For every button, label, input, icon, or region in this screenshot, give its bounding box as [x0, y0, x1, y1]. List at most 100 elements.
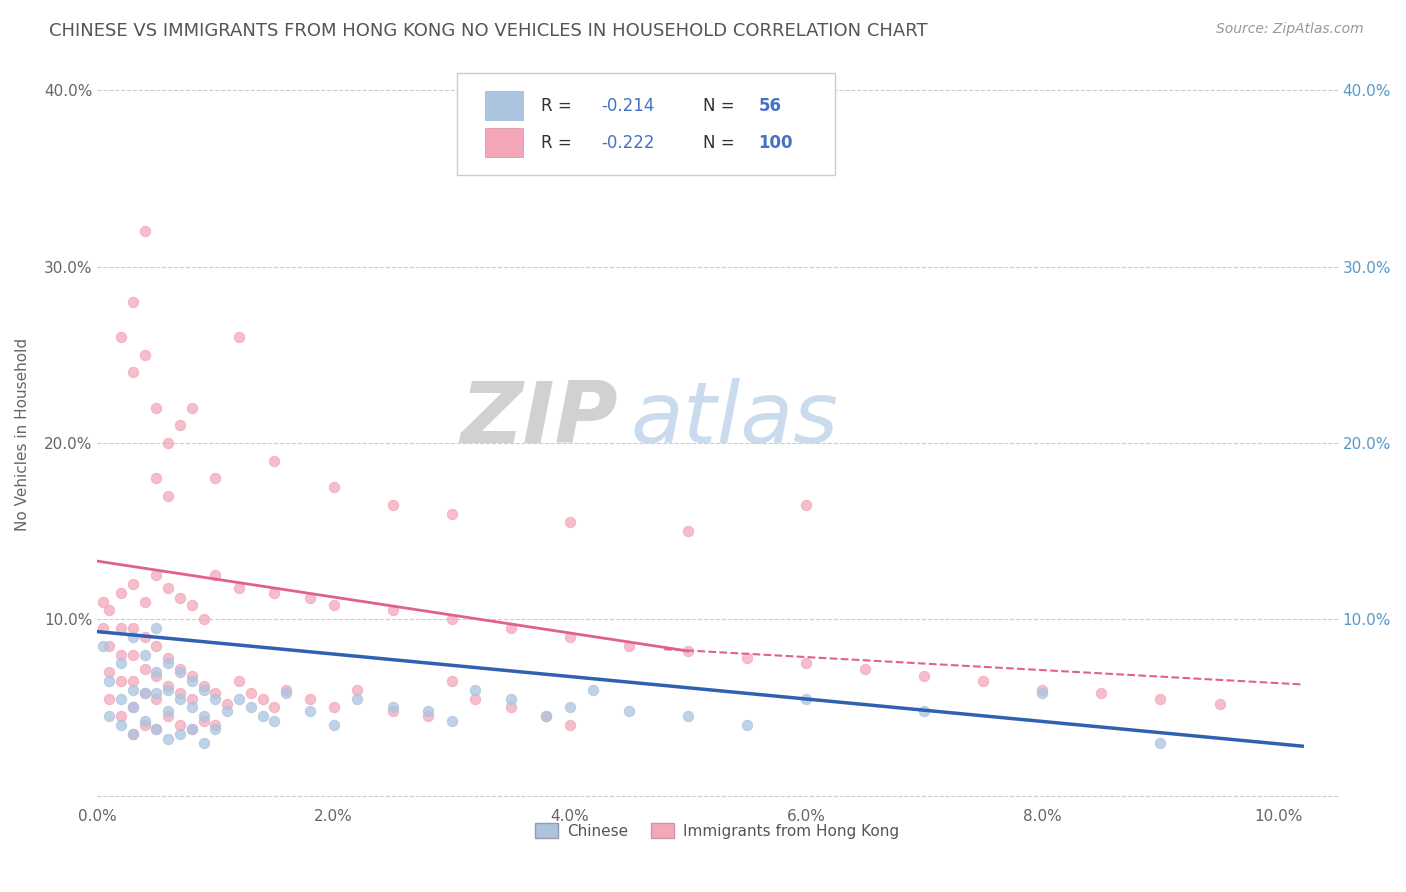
Point [98, 665, 121, 680]
Point [322, 700, 344, 714]
Text: Source: ZipAtlas.com: Source: ZipAtlas.com [1216, 22, 1364, 37]
Point [204, 471, 226, 485]
Point [98, 603, 121, 617]
Point [145, 686, 167, 700]
Point [1149, 736, 1171, 750]
FancyBboxPatch shape [485, 92, 523, 120]
Point [121, 700, 143, 714]
Point [298, 704, 321, 718]
Point [1031, 686, 1053, 700]
Point [228, 691, 250, 706]
Point [169, 591, 191, 606]
Point [735, 718, 758, 732]
Point [145, 722, 167, 736]
Point [263, 700, 285, 714]
Point [440, 673, 463, 688]
Text: atlas: atlas [631, 378, 838, 461]
Point [157, 682, 180, 697]
Point [134, 348, 156, 362]
Point [121, 295, 143, 310]
Point [157, 489, 180, 503]
Text: ZIP: ZIP [461, 378, 619, 461]
Point [134, 718, 156, 732]
Point [617, 704, 640, 718]
Point [91, 594, 114, 608]
FancyBboxPatch shape [457, 73, 835, 175]
Point [157, 732, 180, 747]
Point [180, 668, 202, 682]
Point [145, 568, 167, 582]
Point [204, 722, 226, 736]
Point [98, 673, 121, 688]
Point [263, 714, 285, 729]
Point [121, 630, 143, 644]
Point [121, 577, 143, 591]
Point [912, 668, 935, 682]
Point [193, 714, 215, 729]
Point [121, 727, 143, 741]
Point [298, 691, 321, 706]
Point [110, 718, 132, 732]
Point [676, 709, 699, 723]
Point [499, 700, 522, 714]
Point [157, 679, 180, 693]
Point [169, 665, 191, 680]
Point [239, 686, 262, 700]
Point [217, 704, 239, 718]
Point [534, 709, 557, 723]
Point [558, 630, 581, 644]
Text: -0.222: -0.222 [600, 134, 654, 152]
Point [416, 709, 439, 723]
Point [204, 718, 226, 732]
Point [169, 662, 191, 676]
Point [169, 727, 191, 741]
Point [98, 709, 121, 723]
FancyBboxPatch shape [485, 128, 523, 157]
Point [853, 662, 876, 676]
Point [972, 673, 994, 688]
Point [735, 651, 758, 665]
Point [145, 471, 167, 485]
Text: 100: 100 [758, 134, 793, 152]
Text: 56: 56 [758, 96, 782, 114]
Point [145, 691, 167, 706]
Point [180, 401, 202, 415]
Point [145, 665, 167, 680]
Point [121, 366, 143, 380]
Point [134, 225, 156, 239]
Point [464, 682, 486, 697]
Point [180, 722, 202, 736]
Point [169, 686, 191, 700]
Point [169, 418, 191, 433]
Point [91, 621, 114, 635]
Point [169, 718, 191, 732]
Point [582, 682, 605, 697]
Point [794, 691, 817, 706]
Point [157, 581, 180, 595]
Point [180, 673, 202, 688]
Point [110, 330, 132, 344]
Point [134, 686, 156, 700]
Point [617, 639, 640, 653]
Text: N =: N = [703, 96, 740, 114]
Point [534, 709, 557, 723]
Point [121, 673, 143, 688]
Point [180, 722, 202, 736]
Point [1090, 686, 1112, 700]
Point [157, 704, 180, 718]
Point [145, 722, 167, 736]
Point [263, 586, 285, 600]
Point [110, 586, 132, 600]
Point [252, 709, 274, 723]
Point [134, 630, 156, 644]
Point [228, 581, 250, 595]
Point [912, 704, 935, 718]
Point [464, 691, 486, 706]
Point [145, 621, 167, 635]
Point [794, 657, 817, 671]
Point [1149, 691, 1171, 706]
Point [110, 691, 132, 706]
Point [145, 401, 167, 415]
Point [239, 700, 262, 714]
Point [381, 704, 404, 718]
